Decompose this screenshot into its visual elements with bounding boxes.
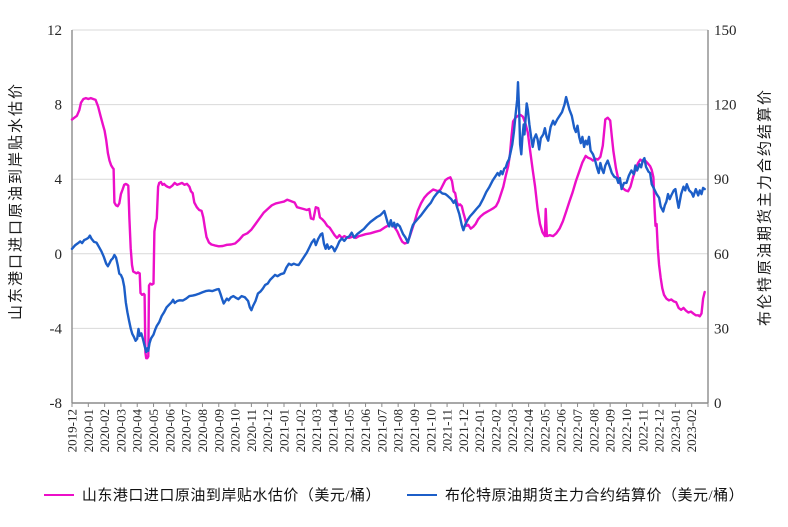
x-tick-label: 2023-02: [684, 409, 699, 452]
x-tick-label: 2022-08: [586, 409, 601, 452]
x-tick-label: 2022-07: [570, 409, 585, 453]
x-tick-label: 2020-04: [130, 409, 145, 453]
x-tick-label: 2020-11: [244, 409, 259, 452]
y-left-tick-label: 12: [47, 23, 62, 39]
x-tick-label: 2021-11: [440, 409, 455, 452]
x-tick-label: 2020-12: [260, 409, 275, 452]
x-tick-label: 2022-12: [652, 409, 667, 452]
legend-line-magenta-icon: [43, 493, 74, 496]
x-tick-label: 2022-05: [537, 409, 552, 452]
x-tick-label: 2021-06: [358, 409, 373, 453]
x-tick-label: 2022-06: [554, 409, 569, 453]
x-tick-label: 2020-03: [113, 409, 128, 452]
x-tick-label: 2022-01: [472, 409, 487, 452]
legend-item-discount: 山东港口进口原油到岸贴水估价（美元/桶）: [43, 484, 381, 505]
x-tick-label: 2022-10: [619, 409, 634, 452]
x-tick-label: 2022-09: [603, 409, 618, 452]
y-left-tick-label: -8: [50, 396, 63, 412]
legend-label-discount: 山东港口进口原油到岸贴水估价（美元/桶）: [81, 488, 381, 504]
x-tick-label: 2022-03: [505, 409, 520, 452]
y-right-tick-label: 150: [714, 23, 737, 39]
x-tick-label: 2020-02: [97, 409, 112, 452]
x-tick-label: 2020-10: [228, 409, 243, 452]
series-line-discount: [70, 96, 706, 360]
x-tick-label: 2021-08: [391, 409, 406, 452]
x-tick-label: 2021-05: [342, 409, 357, 452]
y-right-tick-label: 0: [714, 396, 722, 412]
x-tick-label: 2019-12: [65, 409, 80, 452]
y-left-tick-label: -4: [50, 321, 63, 337]
legend-label-brent: 布伦特原油期货主力合约结算价（美元/桶）: [445, 488, 745, 504]
x-tick-label: 2022-04: [521, 409, 536, 453]
x-tick-label: 2021-02: [293, 409, 308, 452]
y-left-tick-label: 0: [55, 247, 63, 263]
x-tick-label: 2022-11: [635, 409, 650, 452]
legend: 山东港口进口原油到岸贴水估价（美元/桶） 布伦特原油期货主力合约结算价（美元/桶…: [0, 484, 788, 505]
x-tick-label: 2021-07: [374, 409, 389, 453]
x-tick-label: 2021-12: [456, 409, 471, 452]
x-tick-label: 2021-01: [277, 409, 292, 452]
x-tick-label: 2020-07: [179, 409, 194, 453]
x-tick-label: 2020-06: [162, 409, 177, 453]
x-tick-label: 2020-01: [81, 409, 96, 452]
x-tick-label: 2020-08: [195, 409, 210, 452]
y-left-tick-label: 4: [55, 172, 63, 188]
x-tick-label: 2021-10: [423, 409, 438, 452]
x-tick-label: 2023-01: [668, 409, 683, 452]
x-tick-label: 2021-04: [325, 409, 340, 453]
y-right-tick-label: 120: [714, 98, 737, 114]
series-line-brent: [70, 80, 706, 354]
legend-line-blue-icon: [407, 493, 437, 496]
x-tick-label: 2022-02: [489, 409, 504, 452]
y-right-tick-label: 30: [714, 321, 729, 337]
x-tick-label: 2020-09: [211, 409, 226, 452]
x-tick-label: 2021-03: [309, 409, 324, 452]
x-tick-label: 2020-05: [146, 409, 161, 452]
legend-item-brent: 布伦特原油期货主力合约结算价（美元/桶）: [407, 484, 744, 505]
y-right-tick-label: 60: [714, 247, 729, 263]
x-tick-label: 2021-09: [407, 409, 422, 452]
y-left-tick-label: 8: [55, 98, 63, 114]
y-right-tick-label: 90: [714, 172, 729, 188]
